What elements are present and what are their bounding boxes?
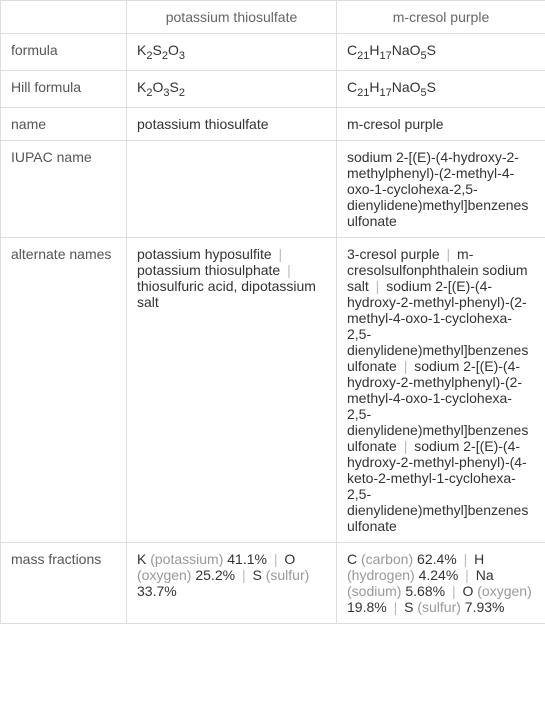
alternate-c2: 3-cresol purple | m-cresolsulfonphthalei… xyxy=(337,237,545,542)
alternate-c1: potassium hyposulfite | potassium thiosu… xyxy=(127,237,337,542)
row-mass: mass fractions K (potassium) 41.1% | O (… xyxy=(1,542,545,623)
header-row: potassium thiosulfate m-cresol purple xyxy=(1,1,545,34)
label-iupac: IUPAC name xyxy=(1,140,127,237)
iupac-c1 xyxy=(127,140,337,237)
label-hill: Hill formula xyxy=(1,70,127,107)
comparison-table: potassium thiosulfate m-cresol purple fo… xyxy=(0,0,545,624)
mass-c1: K (potassium) 41.1% | O (oxygen) 25.2% |… xyxy=(127,542,337,623)
header-compound2: m-cresol purple xyxy=(337,1,545,34)
row-iupac: IUPAC name sodium 2-[(E)-(4-hydroxy-2-me… xyxy=(1,140,545,237)
formula-c2: C21H17NaO5S xyxy=(337,34,545,71)
hill-c2: C21H17NaO5S xyxy=(337,70,545,107)
label-formula: formula xyxy=(1,34,127,71)
row-formula: formula K2S2O3 C21H17NaO5S xyxy=(1,34,545,71)
hill-c1: K2O3S2 xyxy=(127,70,337,107)
label-alternate: alternate names xyxy=(1,237,127,542)
header-compound1: potassium thiosulfate xyxy=(127,1,337,34)
name-c1: potassium thiosulfate xyxy=(127,107,337,140)
header-empty xyxy=(1,1,127,34)
label-mass: mass fractions xyxy=(1,542,127,623)
row-name: name potassium thiosulfate m-cresol purp… xyxy=(1,107,545,140)
formula-c1: K2S2O3 xyxy=(127,34,337,71)
mass-c2: C (carbon) 62.4% | H (hydrogen) 4.24% | … xyxy=(337,542,545,623)
name-c2: m-cresol purple xyxy=(337,107,545,140)
iupac-c2: sodium 2-[(E)-(4-hydroxy-2-methylphenyl)… xyxy=(337,140,545,237)
row-hill: Hill formula K2O3S2 C21H17NaO5S xyxy=(1,70,545,107)
label-name: name xyxy=(1,107,127,140)
row-alternate: alternate names potassium hyposulfite | … xyxy=(1,237,545,542)
